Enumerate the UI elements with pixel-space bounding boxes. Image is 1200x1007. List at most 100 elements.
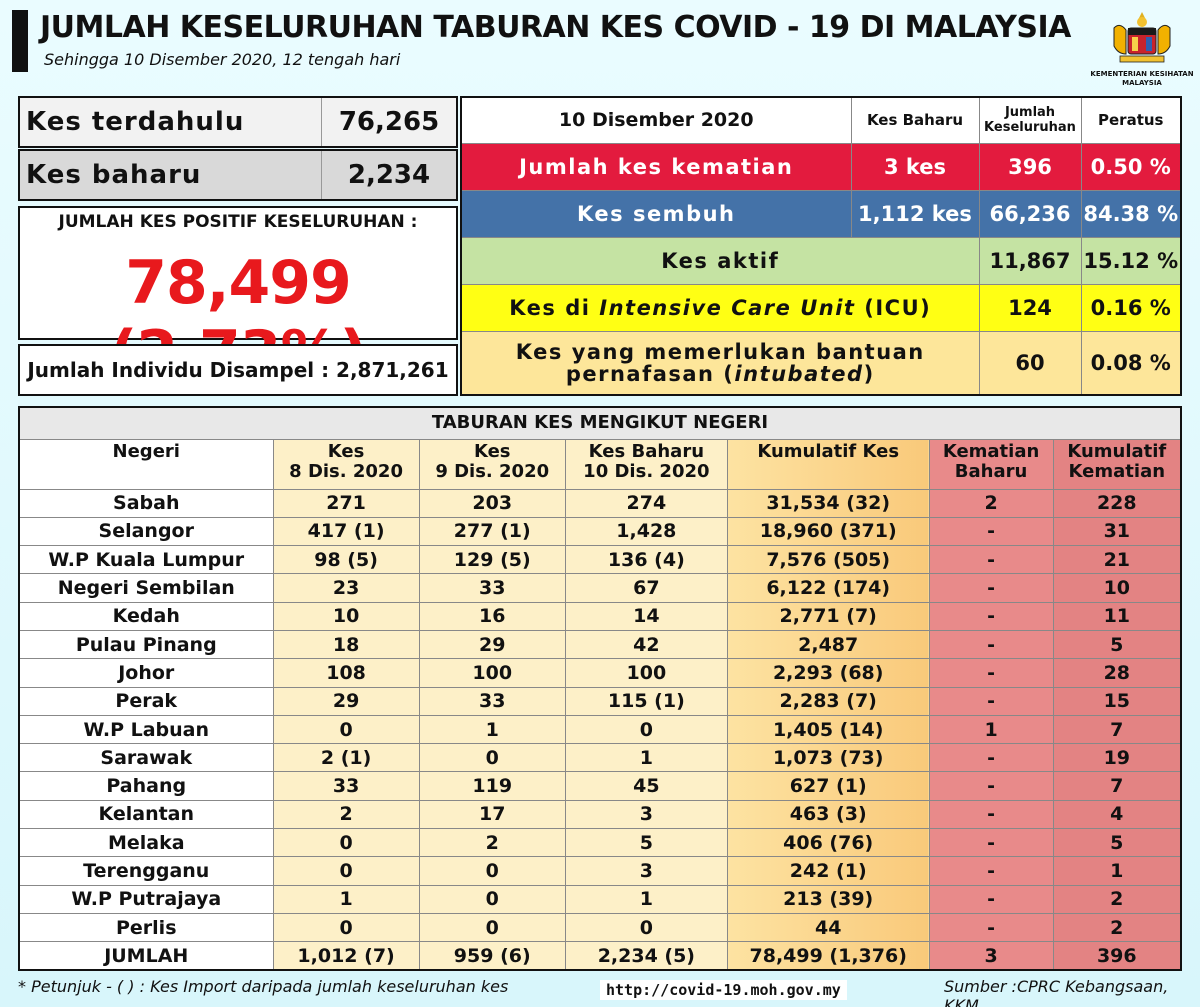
icu-label: Kes di Intensive Care Unit (ICU) [460, 283, 980, 332]
cell-new-deaths: - [928, 743, 1054, 773]
cell-state: Kedah [18, 601, 274, 631]
col-total: Jumlah Keseluruhan [978, 96, 1082, 144]
page-title: JUMLAH KESELURUHAN TABURAN KES COVID - 1… [40, 10, 1071, 45]
cell-cases-new-10-dec: 274 [564, 488, 728, 518]
cell-new-deaths: - [928, 799, 1054, 830]
cell-cases-8-dec: 0 [272, 828, 420, 858]
cell-cumulative-cases: 627 (1) [726, 771, 930, 801]
recovered-new: 1,112 kes [850, 189, 980, 238]
col-header-line1: Kematian [942, 440, 1040, 462]
cell-cumulative-cases: 406 (76) [726, 828, 930, 858]
table-total-row: JUMLAH 1,012 (7) 959 (6) 2,234 (5) 78,499 (1… [18, 941, 1182, 971]
deaths-total: 396 [978, 142, 1082, 191]
cell-state: Sabah [18, 488, 274, 518]
col-header-line2: Kematian [1068, 460, 1166, 482]
cell-state: Perak [18, 686, 274, 716]
cell-cases-9-dec: 119 [418, 771, 566, 801]
col-percent: Peratus [1080, 96, 1182, 144]
cell-cases-9-dec: 33 [418, 573, 566, 603]
cell-new-deaths: - [928, 629, 1054, 660]
cell-cases-8-dec: 98 (5) [272, 545, 420, 575]
cell-new-deaths: - [928, 545, 1054, 575]
cell-cases-8-dec: 23 [272, 573, 420, 603]
cell-cumulative-deaths: 2 [1052, 884, 1182, 914]
table-row: Pahang 33 119 45 627 (1) -7 [18, 771, 1182, 801]
cell-cumulative-deaths: 15 [1052, 686, 1182, 716]
cell-new-deaths: - [928, 658, 1054, 688]
col-header-line1: Kes [327, 440, 365, 462]
footnote-legend: * Petunjuk - ( ) : Kes Import daripada j… [18, 977, 509, 996]
previous-cases-value: 76,265 [338, 107, 440, 137]
website-link[interactable]: http://covid-19.moh.gov.my [600, 980, 847, 1000]
cell-cases-new-10-dec: 0 [564, 912, 728, 943]
new-cases-row: Kes baharu 2,234 [18, 149, 458, 201]
cell-cumulative-deaths: 7 [1052, 714, 1182, 745]
cell-new-deaths: - [928, 771, 1054, 801]
cell-cases-new-10-dec: 3 [564, 856, 728, 886]
report-date: 10 Disember 2020 [460, 96, 852, 144]
table-row: Selangor 417 (1) 277 (1) 1,428 18,960 (371) -… [18, 516, 1182, 547]
cell-cumulative-cases: 78,499 (1,376) [726, 941, 930, 971]
icu-label-italic: Intensive Care Unit [599, 295, 856, 320]
cell-state: Pulau Pinang [18, 629, 274, 660]
cell-new-deaths: - [928, 856, 1054, 886]
cell-state: JUMLAH [18, 941, 274, 971]
ministry-name: KEMENTERIAN KESIHATAN MALAYSIA [1090, 70, 1194, 87]
cell-new-deaths: - [928, 686, 1054, 716]
col-header-line1: Negeri [112, 440, 180, 462]
cell-state: Pahang [18, 771, 274, 801]
cell-cases-9-dec: 0 [418, 884, 566, 914]
cell-cases-8-dec: 2 [272, 799, 420, 830]
cell-cumulative-cases: 2,487 [726, 629, 930, 660]
cell-cumulative-deaths: 31 [1052, 516, 1182, 547]
cell-cumulative-deaths: 10 [1052, 573, 1182, 603]
recovered-percent: 84.38 % [1080, 189, 1182, 238]
cell-cases-9-dec: 16 [418, 601, 566, 631]
header-accent-bar [12, 10, 28, 72]
status-table: 10 Disember 2020 Kes Baharu Jumlah Keselu… [460, 96, 1182, 396]
col-header-cases-9-dec: Kes 9 Dis. 2020 [418, 438, 566, 490]
cell-cases-8-dec: 0 [272, 714, 420, 745]
cell-state: Melaka [18, 828, 274, 858]
table-row: Sarawak 2 (1) 0 1 1,073 (73) -19 [18, 743, 1182, 773]
col-header-cases-8-dec: Kes 8 Dis. 2020 [272, 438, 420, 490]
col-new-cases: Kes Baharu [850, 96, 980, 144]
cell-state: Johor [18, 658, 274, 688]
col-header-line1: Kes [473, 440, 511, 462]
table-row: Johor 108 100 100 2,293 (68) -28 [18, 658, 1182, 688]
cell-cumulative-deaths: 21 [1052, 545, 1182, 575]
intubated-label-pre: pernafasan ( [565, 361, 735, 386]
intubated-label-post: ) [863, 361, 875, 386]
cell-cases-9-dec: 1 [418, 714, 566, 745]
cell-cases-new-10-dec: 0 [564, 714, 728, 745]
cell-cumulative-cases: 7,576 (505) [726, 545, 930, 575]
cell-new-deaths: - [928, 601, 1054, 631]
table-row: Negeri Sembilan 23 33 67 6,122 (174) -10 [18, 573, 1182, 603]
cell-cumulative-cases: 242 (1) [726, 856, 930, 886]
total-positive-label: JUMLAH KES POSITIF KESELURUHAN : [58, 212, 418, 232]
cell-cases-8-dec: 10 [272, 601, 420, 631]
cell-cases-8-dec: 29 [272, 686, 420, 716]
active-total: 11,867 [978, 236, 1082, 285]
cell-cumulative-deaths: 228 [1052, 488, 1182, 518]
cell-cumulative-cases: 18,960 (371) [726, 516, 930, 547]
cell-cases-new-10-dec: 136 (4) [564, 545, 728, 575]
cell-cumulative-cases: 2,283 (7) [726, 686, 930, 716]
cell-cumulative-cases: 44 [726, 912, 930, 943]
table-row: W.P Putrajaya 1 0 1 213 (39) -2 [18, 884, 1182, 914]
cell-cumulative-deaths: 7 [1052, 771, 1182, 801]
cell-cases-9-dec: 17 [418, 799, 566, 830]
table-row: Perlis 0 0 0 44-2 [18, 912, 1182, 943]
cell-new-deaths: 1 [928, 714, 1054, 745]
cell-state: Kelantan [18, 799, 274, 830]
cell-cumulative-cases: 2,293 (68) [726, 658, 930, 688]
cell-cumulative-deaths: 396 [1052, 941, 1182, 971]
cell-cumulative-cases: 31,534 (32) [726, 488, 930, 518]
intubated-label-line1: Kes yang memerlukan bantuan [515, 339, 925, 364]
cell-cumulative-cases: 463 (3) [726, 799, 930, 830]
intubated-row: Kes yang memerlukan bantuan pernafasan (i… [460, 330, 1182, 396]
cell-cases-8-dec: 1 [272, 884, 420, 914]
icu-label-post: (ICU) [855, 295, 932, 320]
cell-cumulative-deaths: 1 [1052, 856, 1182, 886]
cell-state: W.P Putrajaya [18, 884, 274, 914]
